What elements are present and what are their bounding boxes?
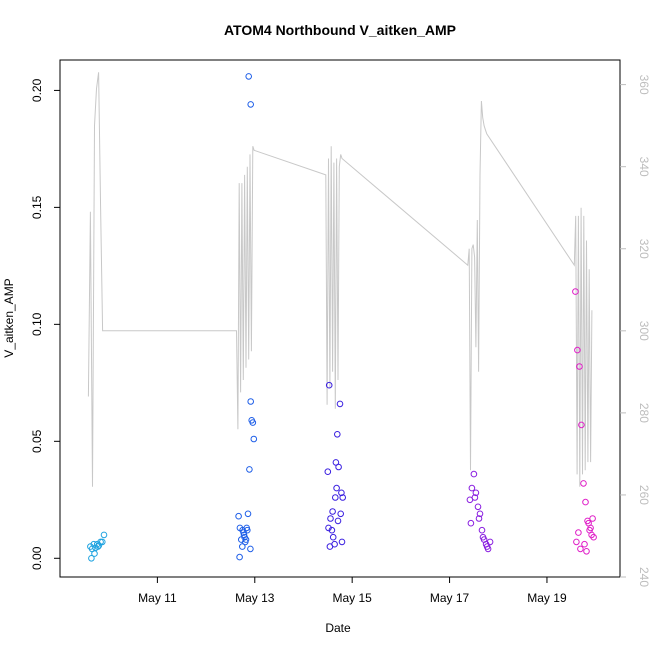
x-tick-label: May 17 xyxy=(430,591,470,605)
y-tick-label: 0.05 xyxy=(30,429,44,453)
data-point xyxy=(99,538,106,546)
data-point xyxy=(468,484,476,492)
y-tick-label: 0.20 xyxy=(30,78,44,102)
data-point xyxy=(325,381,333,389)
y-tick-label: 0.15 xyxy=(30,195,44,219)
data-point xyxy=(583,548,590,555)
y2-tick-label: 280 xyxy=(637,403,650,423)
data-point xyxy=(336,400,344,408)
data-point xyxy=(590,533,597,541)
data-point xyxy=(242,536,250,543)
data-point xyxy=(329,508,336,515)
data-point xyxy=(245,73,252,80)
data-point xyxy=(247,398,254,405)
data-point xyxy=(247,545,254,553)
data-point xyxy=(235,512,242,520)
data-point xyxy=(91,550,98,557)
data-point xyxy=(329,533,337,541)
data-point xyxy=(578,421,585,429)
y-tick-label: 0.00 xyxy=(30,546,44,570)
data-point xyxy=(94,543,102,550)
y2-tick-label: 260 xyxy=(637,485,650,505)
data-point xyxy=(249,419,257,426)
data-point xyxy=(334,431,341,438)
data-point xyxy=(467,519,475,527)
y2-tick-label: 340 xyxy=(637,157,650,177)
data-point xyxy=(339,494,347,501)
data-point xyxy=(325,524,332,532)
data-point xyxy=(100,531,108,539)
data-point xyxy=(327,515,334,522)
secondary-line-layer xyxy=(87,72,593,487)
x-tick-label: May 19 xyxy=(527,591,567,605)
data-point xyxy=(577,545,584,553)
data-point xyxy=(337,510,345,518)
y2-tick-label: 360 xyxy=(637,75,650,95)
x-tick-label: May 13 xyxy=(235,591,275,605)
y2-tick-label: 240 xyxy=(637,567,650,587)
data-point xyxy=(324,468,332,476)
y2-tick-label: 320 xyxy=(637,239,650,259)
chart-title: ATOM4 Northbound V_aitken_AMP xyxy=(224,22,456,38)
data-point xyxy=(250,435,258,443)
data-point xyxy=(326,543,334,550)
data-point xyxy=(332,494,339,501)
data-point xyxy=(333,484,340,492)
data-point xyxy=(334,517,342,525)
secondary-series-line xyxy=(87,72,593,487)
data-point xyxy=(472,489,480,497)
data-point xyxy=(576,363,583,370)
data-point xyxy=(572,288,579,295)
data-point xyxy=(582,498,589,506)
data-point xyxy=(247,101,254,108)
data-point xyxy=(575,529,582,536)
data-point xyxy=(574,346,581,354)
data-point xyxy=(479,533,487,541)
data-point xyxy=(244,510,252,518)
data-point xyxy=(236,553,243,561)
x-tick-label: May 11 xyxy=(138,591,177,605)
data-point xyxy=(573,538,580,546)
data-point xyxy=(88,555,95,562)
data-point xyxy=(95,542,103,549)
data-point xyxy=(580,480,587,487)
data-point xyxy=(338,538,346,546)
data-point xyxy=(474,503,482,511)
data-point xyxy=(486,538,494,546)
plot-frame xyxy=(59,59,621,578)
y2-tick-label: 300 xyxy=(637,321,650,341)
x-tick-label: May 15 xyxy=(332,591,372,605)
data-point xyxy=(470,470,478,478)
y-axis-label: V_aitken_AMP xyxy=(2,278,16,357)
data-point xyxy=(475,515,483,522)
data-point xyxy=(483,543,491,550)
data-point xyxy=(581,540,588,548)
data-point xyxy=(239,543,246,550)
y-tick-label: 0.10 xyxy=(30,312,44,336)
data-point xyxy=(471,494,479,501)
data-point xyxy=(240,529,247,536)
data-point xyxy=(478,526,486,534)
data-point xyxy=(476,510,484,518)
data-point xyxy=(335,463,342,471)
data-point xyxy=(589,515,596,522)
data-point xyxy=(587,524,594,532)
axis-layer: May 11 May 13 May 15 May 17 May 19 0.00 0.05 0.… xyxy=(30,75,650,605)
data-point xyxy=(246,466,253,473)
x-axis-label: Date xyxy=(325,621,351,635)
data-point xyxy=(338,489,345,497)
point-layer xyxy=(87,73,597,562)
